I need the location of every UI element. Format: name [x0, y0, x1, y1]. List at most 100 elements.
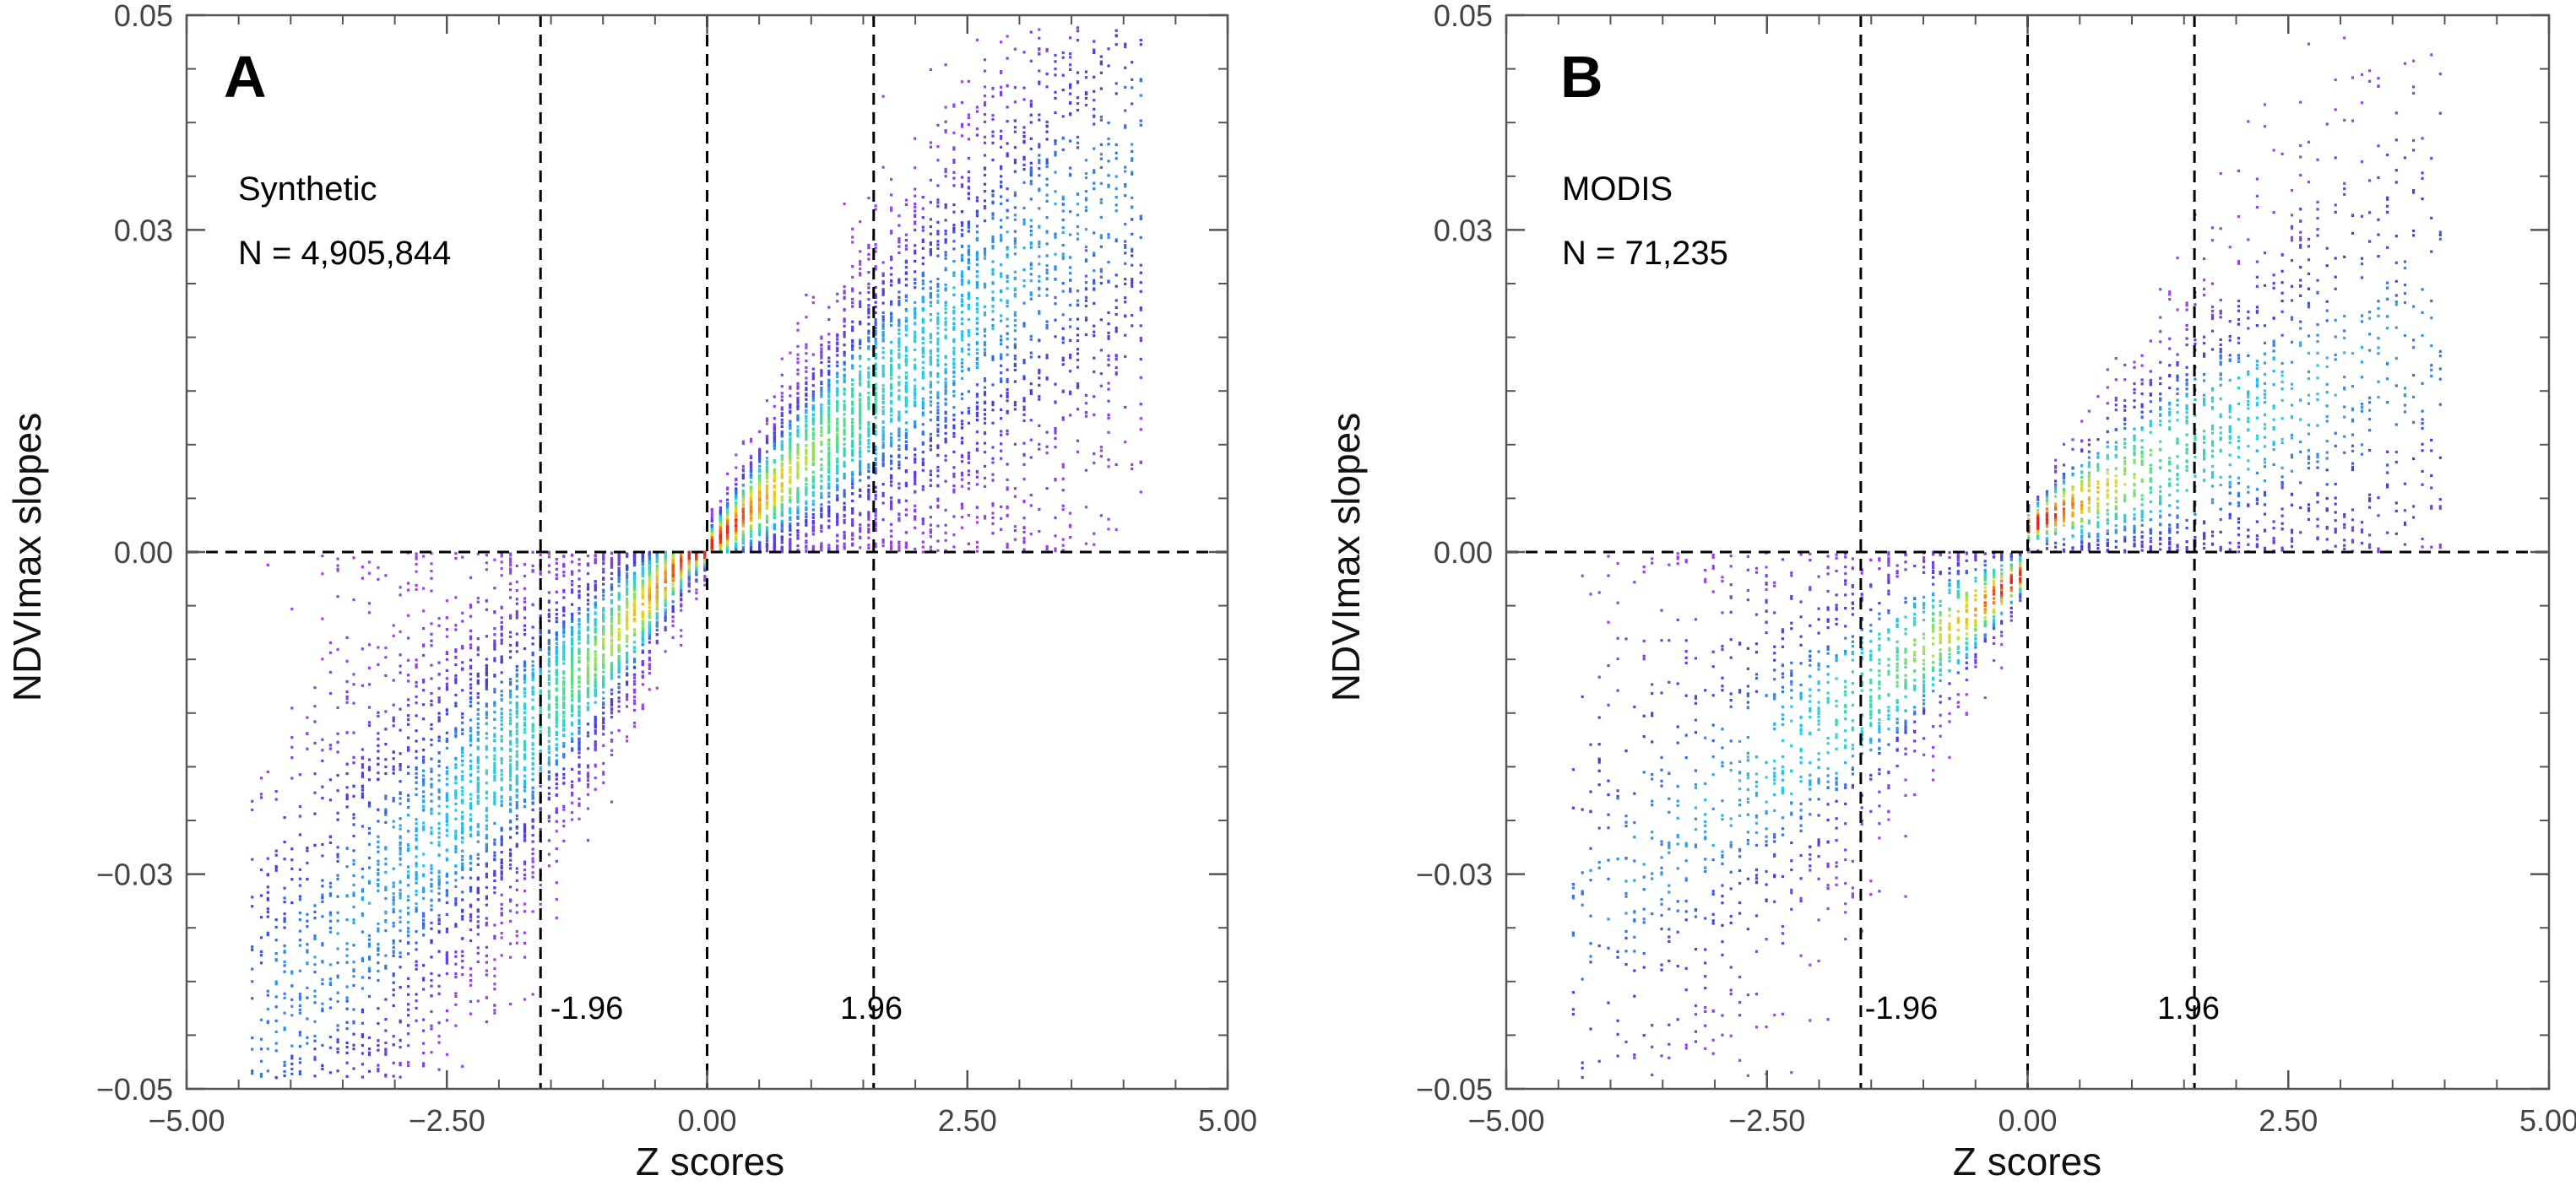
- data-point: [648, 575, 651, 578]
- data-point: [531, 664, 534, 668]
- data-point: [749, 456, 753, 460]
- data-point: [377, 1044, 380, 1048]
- data-point: [328, 963, 332, 966]
- data-point: [392, 718, 395, 722]
- data-point: [773, 458, 776, 462]
- data-point: [523, 753, 527, 756]
- data-point: [547, 815, 550, 819]
- data-point: [259, 1075, 263, 1078]
- data-point: [469, 744, 473, 747]
- data-point: [485, 712, 488, 717]
- data-point: [352, 673, 355, 676]
- data-point: [547, 761, 550, 765]
- data-point: [422, 1051, 426, 1055]
- data-point: [407, 927, 410, 930]
- data-point: [384, 912, 388, 915]
- data-point: [726, 539, 729, 543]
- data-point: [789, 470, 792, 474]
- data-point: [485, 711, 488, 714]
- data-point: [719, 533, 722, 536]
- data-point: [515, 729, 518, 733]
- data-point: [626, 680, 629, 684]
- data-point: [555, 650, 558, 653]
- data-point: [392, 724, 395, 728]
- data-point: [547, 677, 550, 680]
- data-point: [493, 642, 496, 645]
- data-point: [610, 609, 614, 612]
- data-point: [555, 655, 558, 658]
- data-point: [399, 653, 402, 657]
- data-point: [454, 678, 458, 681]
- data-point: [602, 553, 605, 556]
- data-point: [632, 620, 637, 623]
- data-point: [641, 660, 644, 663]
- data-point: [437, 712, 441, 715]
- data-point: [773, 491, 776, 495]
- data-point: [780, 412, 784, 415]
- data-point: [773, 468, 776, 472]
- data-point: [571, 572, 574, 576]
- data-point: [422, 926, 426, 930]
- data-point: [571, 793, 574, 797]
- data-point: [726, 530, 729, 533]
- data-point: [515, 779, 518, 782]
- data-point: [461, 863, 464, 866]
- data-point: [641, 552, 644, 555]
- data-point: [758, 544, 762, 547]
- data-point: [515, 726, 518, 729]
- data-point: [626, 566, 629, 570]
- data-point: [461, 831, 464, 835]
- data-point: [531, 625, 534, 629]
- data-point: [352, 1008, 355, 1011]
- data-point: [476, 857, 480, 860]
- data-point: [531, 724, 534, 728]
- data-point: [648, 560, 651, 563]
- data-point: [539, 883, 542, 887]
- data-point: [454, 596, 458, 599]
- data-point: [306, 716, 309, 719]
- data-point: [377, 1067, 380, 1070]
- data-point: [586, 571, 590, 576]
- data-point: [703, 563, 707, 567]
- data-point: [476, 708, 480, 712]
- data-point: [509, 863, 512, 867]
- data-point: [515, 879, 518, 882]
- data-point: [632, 611, 637, 614]
- data-point: [415, 960, 418, 963]
- data-point: [384, 808, 388, 811]
- data-point: [562, 631, 566, 634]
- data-point: [578, 608, 581, 611]
- data-point: [454, 962, 458, 966]
- data-point: [726, 533, 729, 537]
- data-point: [773, 395, 776, 398]
- data-point: [377, 1007, 380, 1010]
- data-point: [298, 877, 301, 880]
- data-point: [377, 711, 380, 714]
- data-point: [509, 798, 512, 801]
- data-point: [687, 553, 691, 556]
- data-point: [671, 582, 675, 586]
- data-point: [290, 1044, 294, 1048]
- data-point: [500, 553, 503, 556]
- data-point: [454, 924, 458, 928]
- data-point: [578, 694, 581, 697]
- data-point: [531, 756, 534, 760]
- data-point: [415, 963, 418, 967]
- data-point: [515, 602, 518, 605]
- data-point: [461, 732, 464, 735]
- data-point: [430, 577, 433, 580]
- data-point: [392, 939, 395, 943]
- data-point: [586, 593, 590, 597]
- data-point: [523, 783, 527, 787]
- data-point: [437, 984, 441, 988]
- data-point: [578, 569, 581, 572]
- data-point: [461, 966, 464, 969]
- data-point: [500, 773, 503, 777]
- data-point: [515, 614, 518, 618]
- data-point: [392, 757, 395, 761]
- data-point: [493, 870, 496, 874]
- data-point: [735, 512, 738, 515]
- data-point: [571, 693, 574, 697]
- data-point: [336, 557, 339, 560]
- data-point: [641, 597, 644, 600]
